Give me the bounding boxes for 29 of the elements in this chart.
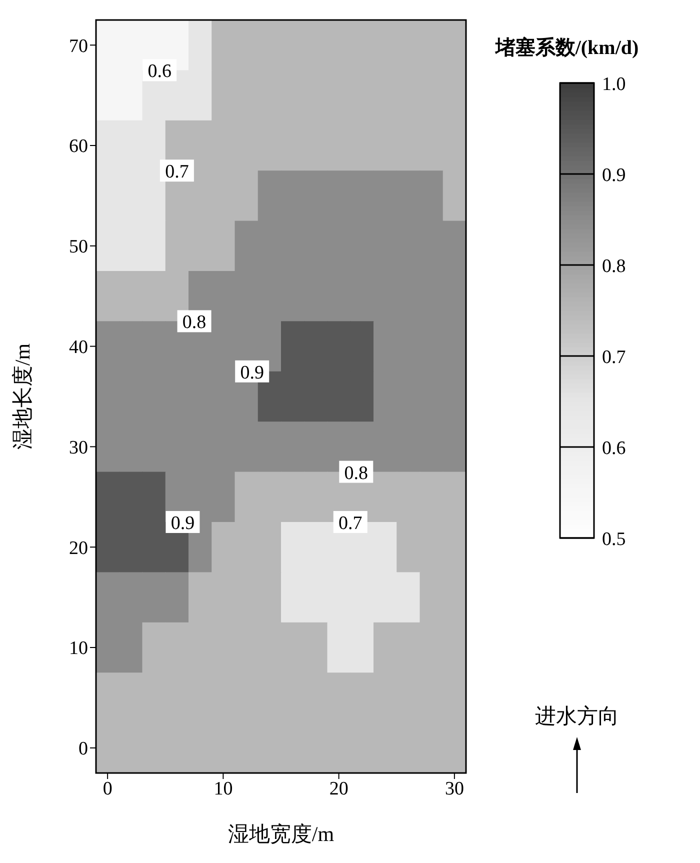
y-tick-label: 40 <box>69 337 88 358</box>
annotation: 0.7 <box>165 162 189 183</box>
color-bar-title: 堵塞系数/(km/d) <box>494 36 639 59</box>
y-tick-label: 50 <box>69 236 88 258</box>
annotation: 0.9 <box>240 362 264 384</box>
color-bar-label: 0.9 <box>602 165 626 186</box>
x-tick-label: 10 <box>214 778 233 800</box>
x-tick-label: 20 <box>329 778 348 800</box>
y-tick-label: 0 <box>78 738 88 760</box>
annotation: 0.8 <box>344 462 368 484</box>
color-bar-label: 0.7 <box>602 347 626 368</box>
y-tick-label: 10 <box>69 638 88 660</box>
annotation: 0.8 <box>182 312 206 334</box>
y-tick-label: 20 <box>69 538 88 559</box>
x-tick-label: 30 <box>444 778 464 800</box>
x-axis-title: 湿地宽度/m <box>228 822 334 846</box>
annotation: 0.7 <box>338 513 362 534</box>
annotation: 0.6 <box>148 61 172 82</box>
color-bar-label: 0.6 <box>602 438 626 459</box>
y-tick-label: 60 <box>69 136 88 158</box>
color-bar-label: 0.5 <box>602 529 626 550</box>
y-tick-label: 30 <box>69 437 88 458</box>
y-axis-title: 湿地长度/m <box>10 343 34 450</box>
x-tick-label: 0 <box>102 778 112 800</box>
text: 进水方向 <box>535 704 619 728</box>
color-bar-label: 0.8 <box>602 256 626 277</box>
color-bar-label: 1.0 <box>602 74 626 95</box>
annotation: 0.9 <box>170 513 195 534</box>
y-tick-label: 70 <box>69 36 88 57</box>
